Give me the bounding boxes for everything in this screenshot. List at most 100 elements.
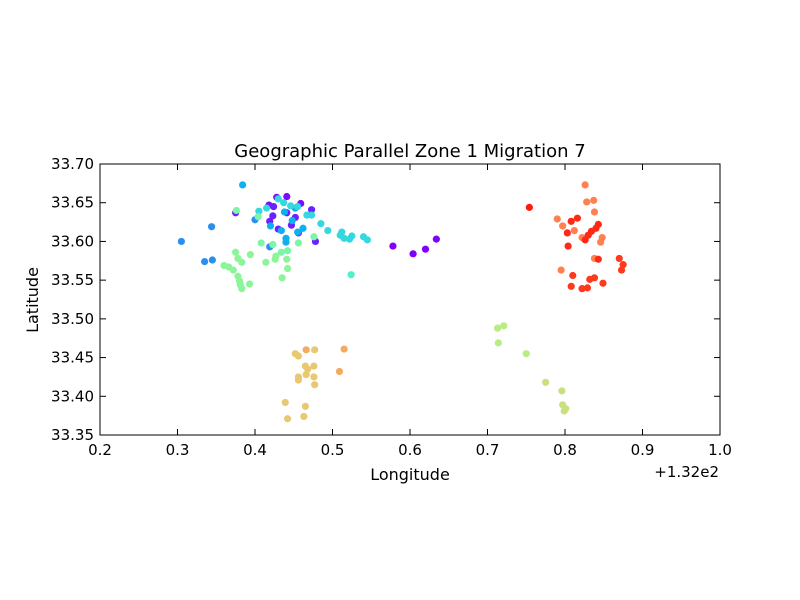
- data-point: [269, 212, 277, 220]
- data-point: [277, 226, 285, 235]
- data-points: [177, 181, 627, 423]
- data-point: [283, 264, 292, 273]
- data-point: [294, 352, 302, 360]
- x-tick-label: 0.7: [476, 441, 500, 459]
- data-point: [347, 271, 355, 279]
- data-point: [324, 226, 332, 235]
- data-point: [311, 346, 319, 354]
- data-point: [310, 233, 318, 241]
- data-point: [302, 371, 310, 379]
- data-point: [583, 198, 591, 206]
- data-point: [597, 238, 605, 246]
- data-point: [263, 204, 271, 212]
- data-point: [245, 280, 254, 288]
- data-point: [301, 402, 309, 410]
- data-point: [208, 223, 216, 231]
- data-point: [299, 224, 307, 232]
- data-point: [232, 248, 240, 256]
- data-point: [283, 192, 291, 201]
- data-point: [317, 220, 325, 228]
- data-point: [277, 248, 285, 256]
- x-tick-label: 0.2: [88, 441, 112, 459]
- data-point: [493, 324, 502, 332]
- data-point: [294, 202, 302, 211]
- x-tick-label: 0.6: [398, 441, 422, 459]
- data-point: [238, 285, 246, 293]
- data-point: [254, 213, 262, 221]
- data-point: [294, 228, 302, 236]
- data-point: [615, 254, 623, 263]
- data-point: [287, 202, 295, 210]
- data-point: [310, 373, 318, 381]
- data-point: [494, 339, 502, 347]
- data-point: [283, 415, 292, 423]
- data-point: [594, 255, 602, 263]
- axis-ticks: 0.2 0.3 0.4 0.5 0.6 0.7 0.8 0.9 1.0 33.35 33.40 33.…: [51, 155, 732, 459]
- y-axis-label: Latitude: [23, 267, 42, 333]
- data-point: [269, 240, 277, 249]
- data-point: [563, 229, 571, 237]
- data-point: [266, 222, 275, 230]
- data-point: [283, 247, 292, 255]
- y-tick-label: 33.65: [51, 194, 94, 212]
- y-tick-label: 33.45: [51, 349, 94, 367]
- x-axis-label: Longitude: [370, 465, 450, 484]
- data-point: [307, 206, 316, 214]
- data-point: [280, 199, 288, 207]
- data-point: [432, 235, 440, 243]
- data-point: [567, 217, 575, 225]
- data-point: [302, 346, 310, 354]
- x-axis-offset-label: +1.32e2: [654, 463, 719, 481]
- data-point: [560, 407, 568, 415]
- data-point: [500, 322, 508, 330]
- data-point: [578, 285, 586, 293]
- data-point: [246, 250, 254, 259]
- data-point: [590, 196, 598, 204]
- data-point: [310, 362, 318, 370]
- data-point: [335, 367, 344, 376]
- data-point: [201, 257, 209, 266]
- data-point: [590, 208, 599, 216]
- data-point: [573, 214, 582, 222]
- x-tick-label: 0.4: [243, 441, 267, 459]
- data-point: [389, 242, 397, 250]
- y-tick-label: 33.40: [51, 387, 94, 405]
- data-point: [553, 215, 561, 223]
- data-point: [421, 245, 430, 253]
- data-point: [307, 211, 316, 219]
- data-point: [278, 274, 286, 282]
- data-point: [619, 261, 627, 269]
- data-point: [558, 387, 566, 395]
- data-point: [525, 203, 533, 211]
- data-point: [592, 224, 600, 232]
- data-point: [348, 232, 356, 240]
- data-point: [599, 279, 607, 287]
- x-tick-label: 0.5: [321, 441, 345, 459]
- data-point: [288, 216, 296, 225]
- y-tick-label: 33.55: [51, 271, 94, 289]
- y-tick-label: 33.70: [51, 155, 94, 173]
- data-point: [583, 284, 592, 292]
- data-point: [564, 242, 572, 250]
- data-point: [283, 255, 291, 263]
- data-point: [270, 202, 278, 211]
- data-point: [281, 398, 289, 407]
- data-point: [409, 250, 417, 258]
- data-point: [257, 239, 265, 247]
- data-point: [274, 195, 282, 203]
- data-point: [567, 282, 575, 290]
- data-point: [294, 239, 302, 247]
- x-tick-label: 0.9: [631, 441, 655, 459]
- data-point: [557, 266, 565, 274]
- data-point: [570, 226, 578, 235]
- data-point: [229, 266, 237, 274]
- y-tick-label: 33.35: [51, 426, 94, 444]
- data-point: [255, 207, 263, 215]
- data-point: [522, 350, 530, 358]
- data-point: [569, 271, 577, 280]
- data-point: [239, 181, 247, 189]
- data-point: [617, 266, 626, 274]
- data-point: [280, 208, 289, 216]
